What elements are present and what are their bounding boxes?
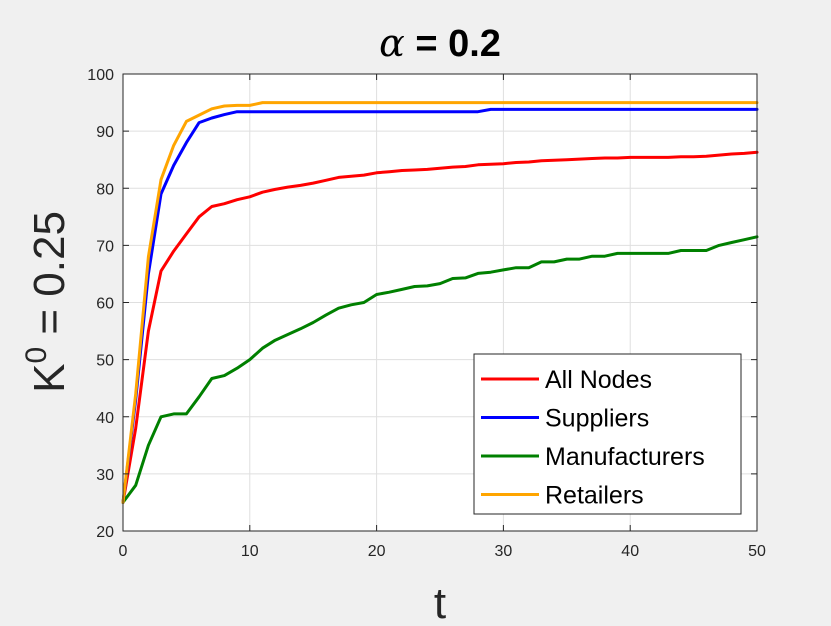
y-axis-label: K0 = 0.25 (20, 211, 74, 393)
x-tick-label: 50 (748, 543, 766, 560)
title-rest: = 0.2 (405, 23, 501, 65)
y-tick-label: 80 (96, 181, 114, 198)
series-line-retailers (121, 101, 759, 504)
x-tick-label: 20 (368, 543, 386, 560)
legend-box (473, 353, 742, 515)
legend-label-suppliers: Suppliers (545, 405, 649, 433)
title-symbol: α (379, 21, 405, 65)
y-tick-label: 30 (96, 467, 114, 484)
ticks: 0 10 20 30 40 50 20 30 40 50 60 70 80 90 100 (87, 67, 766, 560)
x-tick-label: 10 (241, 543, 259, 560)
y-tick-label: 100 (87, 67, 114, 84)
legend-label-retailers: Retailers (545, 482, 644, 510)
y-tick-label: 20 (96, 524, 114, 541)
series-line-manufacturers (121, 235, 759, 504)
grid (123, 74, 757, 531)
series-line-suppliers (121, 107, 759, 504)
legend: All Nodes Suppliers Manufacturers Retailers (473, 353, 742, 515)
y-tick-label: 60 (96, 296, 114, 313)
x-tick-label: 40 (621, 543, 639, 560)
y-tick-label: 90 (96, 124, 114, 141)
x-axis-label: t (434, 579, 446, 626)
y-tick-label: 50 (96, 353, 114, 370)
legend-label-all-nodes: All Nodes (545, 366, 652, 394)
legend-label-manufacturers: Manufacturers (545, 443, 705, 471)
chart-title: α = 0.2 (379, 21, 501, 65)
x-tick-label: 30 (495, 543, 513, 560)
x-tick-label: 0 (119, 543, 128, 560)
series-layer (121, 101, 759, 504)
series-line-all-nodes (121, 150, 759, 504)
y-label-base: K (25, 364, 74, 393)
y-tick-label: 40 (96, 410, 114, 427)
y-label-rest: = 0.25 (25, 211, 74, 347)
y-label-sup: 0 (20, 347, 53, 364)
y-tick-label: 70 (96, 238, 114, 255)
